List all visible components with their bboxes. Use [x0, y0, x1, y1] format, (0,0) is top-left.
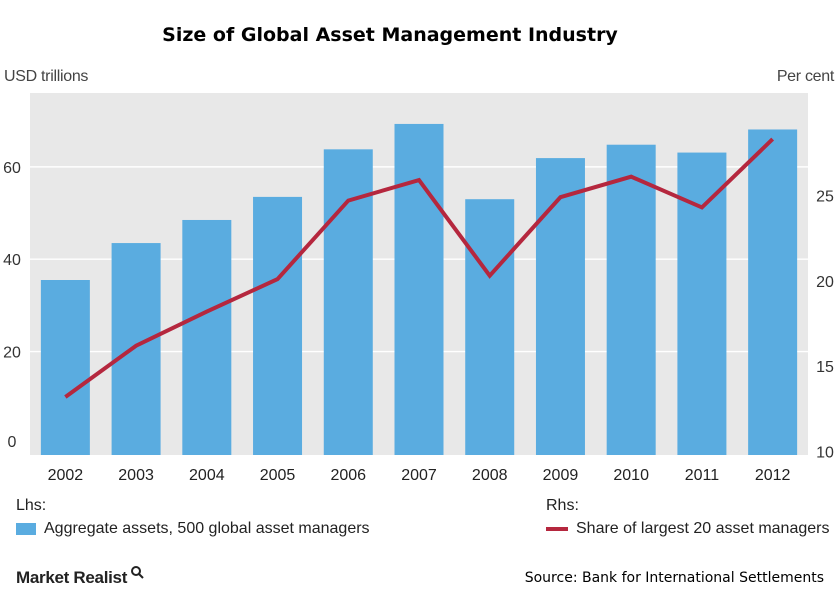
right-tick-20: 20: [816, 274, 834, 291]
left-tick-60: 60: [3, 160, 21, 177]
legend-lhs-heading: Lhs:: [16, 497, 47, 514]
right-tick-25: 25: [816, 188, 834, 205]
left-tick-0: 0: [8, 434, 17, 451]
legend-line-label: Share of largest 20 asset managers: [576, 520, 830, 537]
legend-item-bars: Aggregate assets, 500 global asset manag…: [16, 520, 370, 538]
bar-series: [40, 123, 798, 456]
x-label-2003: 2003: [118, 467, 154, 484]
x-label-2007: 2007: [401, 467, 437, 484]
source-note: Source: Bank for International Settlemen…: [524, 570, 824, 586]
line-series: [64, 137, 775, 399]
brand-name: Market Realist: [16, 568, 128, 587]
legend-bar-label: Aggregate assets, 500 global asset manag…: [44, 520, 370, 537]
x-label-2004: 2004: [189, 467, 225, 484]
bar-2010: [606, 144, 656, 455]
legend-line-swatch: [546, 527, 568, 531]
legend-rhs-heading: Rhs:: [546, 497, 579, 514]
x-label-2009: 2009: [543, 467, 579, 484]
bar-2008: [465, 199, 515, 455]
x-axis-labels: 2002 2003 2004 2005 2006 2007 2008 2009 2010 2011…: [48, 467, 791, 484]
x-label-2012: 2012: [755, 467, 791, 484]
left-tick-40: 40: [3, 252, 21, 269]
legend-bar-swatch: [16, 523, 36, 535]
bar-2004: [182, 219, 232, 455]
chart-title: Size of Global Asset Management Industry: [162, 24, 618, 46]
legend-item-line: Share of largest 20 asset managers: [546, 520, 829, 538]
bar-2012: [748, 129, 798, 455]
left-axis-unit: USD trillions: [4, 68, 89, 85]
right-axis-unit: Per cent: [776, 68, 834, 85]
left-tick-20: 20: [3, 345, 21, 362]
x-label-2005: 2005: [260, 467, 296, 484]
left-axis-ticks: 0 20 40 60: [3, 160, 21, 451]
right-axis-ticks: 10 15 20 25: [816, 188, 834, 461]
bar-2005: [253, 196, 303, 455]
right-tick-10: 10: [816, 445, 834, 462]
brand-logo: Market Realist: [16, 566, 144, 588]
x-label-2008: 2008: [472, 467, 508, 484]
bar-2007: [394, 123, 444, 456]
bar-2003: [111, 243, 161, 455]
x-label-2006: 2006: [330, 467, 366, 484]
bar-2009: [535, 158, 585, 455]
right-tick-15: 15: [816, 359, 834, 376]
bar-2011: [677, 152, 727, 455]
magnifier-icon: [131, 566, 144, 579]
x-label-2011: 2011: [685, 467, 720, 484]
bar-2002: [40, 280, 90, 455]
x-label-2010: 2010: [613, 467, 649, 484]
x-label-2002: 2002: [48, 467, 84, 484]
